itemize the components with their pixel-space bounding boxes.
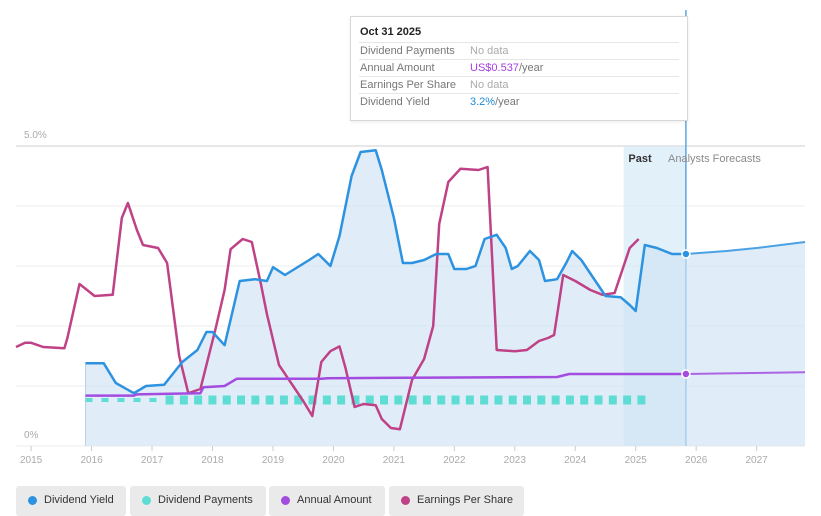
dividend-payment-bar — [451, 395, 460, 405]
tooltip-row-annual-amount: Annual Amount US$0.537/year — [359, 59, 679, 77]
tooltip-label: Dividend Yield — [360, 96, 430, 108]
legend-label: Annual Amount — [297, 494, 372, 506]
forecast-region-label: Analysts Forecasts — [668, 153, 761, 165]
dividend-payment-bar — [165, 395, 174, 405]
chart-tooltip: Oct 31 2025 Dividend Payments No data An… — [350, 16, 688, 121]
dividend-yield-forecast-line — [685, 241, 806, 255]
dividend-payment-bar — [565, 395, 574, 405]
dividend-payment-bar — [523, 395, 532, 405]
dividend-payment-bar — [85, 398, 93, 402]
dividend-payment-bar — [637, 395, 646, 405]
dividend-payment-bar — [551, 395, 560, 405]
dividend-payment-bar — [580, 395, 589, 405]
dividend-payment-bar — [394, 395, 403, 405]
chart-marks — [15, 148, 806, 446]
dividend-payment-bar — [133, 398, 141, 402]
annual-amount-forecast-line — [685, 371, 806, 375]
dividend-payment-bar — [308, 395, 317, 405]
x-tick-label: 2026 — [685, 455, 708, 466]
dividend-payment-bar — [149, 398, 157, 402]
dividend-chart: 2015 2016 2017 2018 2019 2020 2021 2022 2023 2024… — [15, 10, 806, 466]
dividend-payment-bar — [322, 395, 331, 405]
tooltip-row-dividend-payments: Dividend Payments No data — [359, 42, 679, 60]
x-tick-label: 2020 — [322, 455, 345, 466]
tooltip-value: 3.2%/year — [470, 96, 520, 108]
dividend-payment-bar — [179, 395, 188, 405]
dividend-yield-marker — [681, 249, 691, 259]
x-tick-label: 2023 — [504, 455, 527, 466]
dividend-payment-bar — [465, 395, 474, 405]
dividend-payment-bar — [251, 395, 260, 405]
dividend-payment-bar — [337, 395, 346, 405]
dividend-payment-bar — [101, 398, 109, 402]
dividend-payment-bar — [117, 398, 125, 402]
dividend-payment-bar — [265, 395, 274, 405]
legend-item-earnings-per-share[interactable]: Earnings Per Share — [389, 486, 524, 516]
dividend-yield-area — [85, 150, 805, 446]
dividend-payment-bar — [437, 395, 446, 405]
dividend-payment-bar — [623, 395, 632, 405]
dividend-payment-bar — [222, 395, 231, 405]
tooltip-row-earnings-per-share: Earnings Per Share No data — [359, 76, 679, 94]
dividend-payment-bar — [279, 395, 288, 405]
dividend-payment-bar — [537, 395, 546, 405]
tooltip-label: Annual Amount — [360, 62, 435, 74]
dividend-payment-bar — [594, 395, 603, 405]
legend-item-dividend-payments[interactable]: Dividend Payments — [130, 486, 266, 516]
dividend-payment-bar — [422, 395, 431, 405]
dividend-payment-bar — [380, 395, 389, 405]
y-tick-label-bottom: 0% — [24, 430, 39, 441]
tooltip-label: Dividend Payments — [360, 45, 455, 57]
legend-item-dividend-yield[interactable]: Dividend Yield — [16, 486, 126, 516]
x-tick-label: 2015 — [20, 455, 43, 466]
x-tick-label: 2016 — [80, 455, 103, 466]
x-tick-label: 2021 — [383, 455, 406, 466]
chart-axes: 2015 2016 2017 2018 2019 2020 2021 2022 2023 2024… — [20, 446, 768, 466]
dividend-payment-bar — [494, 395, 503, 405]
tooltip-row-dividend-yield: Dividend Yield 3.2%/year — [359, 93, 679, 111]
dividend-payment-bar — [508, 395, 517, 405]
tooltip-date: Oct 31 2025 — [360, 26, 422, 38]
legend-label: Dividend Payments — [158, 494, 253, 506]
tooltip-value: No data — [470, 79, 509, 91]
x-tick-label: 2018 — [201, 455, 224, 466]
legend-label: Dividend Yield — [44, 494, 114, 506]
x-tick-label: 2019 — [262, 455, 285, 466]
annual-amount-line — [85, 372, 686, 397]
dividend-payment-bar — [365, 395, 374, 405]
dividend-payment-bar — [194, 395, 203, 405]
x-tick-label: 2022 — [443, 455, 466, 466]
dividend-yield-line — [85, 148, 686, 395]
dividend-payment-bar — [351, 395, 360, 405]
x-tick-label: 2017 — [141, 455, 164, 466]
dividend-payment-bar — [237, 395, 246, 405]
tooltip-value: US$0.537/year — [470, 62, 544, 74]
x-tick-label: 2027 — [746, 455, 769, 466]
y-tick-label-top: 5.0% — [24, 130, 47, 141]
legend-dot-icon — [281, 496, 290, 505]
dividend-payment-bar — [408, 395, 417, 405]
legend-item-annual-amount[interactable]: Annual Amount — [269, 486, 385, 516]
dividend-payment-bar — [208, 395, 217, 405]
x-tick-label: 2025 — [625, 455, 648, 466]
legend-dot-icon — [142, 496, 151, 505]
tooltip-value: No data — [470, 45, 509, 57]
dividend-payment-bar — [480, 395, 489, 405]
dividend-payment-bar — [608, 395, 617, 405]
past-region-label: Past — [628, 153, 652, 165]
tooltip-label: Earnings Per Share — [360, 79, 456, 91]
annual-amount-marker — [681, 369, 691, 379]
earnings-per-share-line — [15, 165, 640, 431]
legend-label: Earnings Per Share — [417, 494, 513, 506]
legend-dot-icon — [401, 496, 410, 505]
dividend-payment-bar — [294, 395, 303, 405]
x-tick-label: 2024 — [564, 455, 587, 466]
legend-dot-icon — [28, 496, 37, 505]
